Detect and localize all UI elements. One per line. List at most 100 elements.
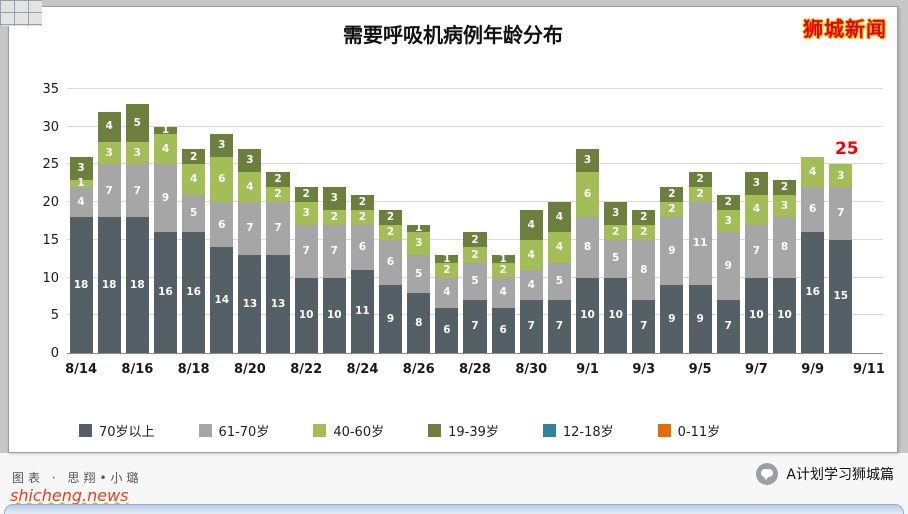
- segment-value: 18: [73, 278, 89, 291]
- x-axis-tick-label: 9/3: [632, 362, 656, 377]
- bar-8/16: 18 7 3 5: [125, 104, 149, 353]
- segment-19-39岁: 2: [688, 172, 712, 188]
- y-axis-tick-label: 35: [42, 82, 59, 97]
- segment-value: 10: [749, 309, 764, 322]
- segment-61-70岁: 4: [435, 277, 459, 308]
- segment-value: 9: [724, 260, 732, 273]
- bar-8/22: 10 7 3 2: [294, 187, 318, 353]
- chart-credit: 图表 · 思翔•小璐: [12, 471, 143, 485]
- gridline: [67, 125, 883, 127]
- segment-70岁以上: 16: [801, 232, 825, 353]
- segment-40-60岁: 2: [688, 187, 712, 203]
- segment-value: 2: [724, 195, 732, 208]
- segment-61-70岁: 8: [632, 239, 656, 301]
- segment-value: 5: [189, 207, 198, 220]
- segment-value: 2: [302, 188, 310, 201]
- x-axis-tick-label: 8/18: [177, 362, 210, 377]
- segment-40-60岁: 2: [632, 224, 656, 240]
- gridline: [67, 163, 883, 165]
- segment-19-39岁: 1: [153, 125, 177, 135]
- segment-19-39岁: 1: [491, 252, 515, 265]
- segment-value: 7: [640, 320, 648, 333]
- segment-value: 16: [186, 286, 201, 299]
- segment-19-39岁: 2: [772, 179, 797, 195]
- segment-value: 2: [358, 195, 367, 208]
- segment-value: 4: [246, 180, 254, 193]
- segment-40-60岁: 2: [604, 224, 628, 240]
- y-axis-tick-label: 0: [50, 346, 59, 361]
- segment-value: 1: [443, 252, 451, 265]
- segment-value: 7: [274, 222, 282, 235]
- segment-70岁以上: 9: [379, 285, 403, 353]
- latest-value-annotation: 25: [834, 139, 859, 160]
- legend-item-61-70岁: 61-70岁: [198, 421, 269, 440]
- segment-value: 18: [130, 278, 145, 291]
- segment-61-70岁: 7: [322, 224, 346, 278]
- segment-value: 7: [527, 320, 535, 333]
- segment-value: 4: [555, 211, 564, 224]
- bar-8/28: 7 5 2 2: [463, 232, 487, 353]
- legend-swatch-icon: [428, 424, 442, 437]
- segment-19-39岁: 3: [322, 187, 346, 210]
- segment-value: 16: [158, 286, 173, 299]
- legend-label: 12-18岁: [562, 425, 614, 440]
- legend-item-12-18岁: 12-18岁: [542, 421, 614, 440]
- segment-40-60岁: 3: [125, 141, 149, 165]
- segment-40-60岁: 1: [69, 178, 93, 188]
- segment-value: 4: [555, 241, 564, 254]
- segment-19-39岁: 2: [379, 209, 403, 225]
- segment-40-60岁: 2: [491, 262, 515, 278]
- segment-value: 6: [499, 324, 507, 337]
- segment-70岁以上: 16: [153, 232, 177, 353]
- segment-70岁以上: 9: [688, 285, 712, 353]
- segment-19-39岁: 4: [97, 111, 121, 142]
- segment-19-39岁: 3: [744, 172, 768, 195]
- segment-value: 2: [274, 188, 282, 201]
- segment-61-70岁: 5: [547, 262, 571, 301]
- segment-value: 5: [471, 275, 479, 288]
- segment-value: 6: [386, 256, 395, 269]
- segment-value: 2: [668, 203, 676, 216]
- segment-70岁以上: 16: [182, 232, 206, 353]
- segment-40-60岁: 6: [576, 172, 600, 218]
- legend-swatch-icon: [79, 424, 92, 437]
- segment-value: 4: [77, 195, 85, 208]
- segment-61-70岁: 5: [407, 254, 431, 293]
- x-axis-tick-label: 8/16: [121, 362, 154, 377]
- segment-40-60岁: 4: [519, 239, 543, 271]
- segment-70岁以上: 13: [266, 254, 290, 353]
- x-axis-tick-label: 8/26: [402, 362, 435, 377]
- bar-9/5: 9 11 2 2: [688, 172, 712, 353]
- bar-9/2: 10 5 2 3: [604, 202, 628, 353]
- segment-19-39岁: 2: [660, 187, 684, 203]
- segment-40-60岁: 2: [266, 187, 290, 203]
- segment-value: 2: [696, 188, 704, 201]
- segment-value: 2: [640, 211, 648, 223]
- segment-70岁以上: 6: [435, 307, 459, 353]
- segment-value: 2: [612, 226, 620, 239]
- segment-value: 1: [499, 252, 507, 265]
- segment-70岁以上: 11: [350, 270, 374, 353]
- segment-value: 6: [358, 241, 367, 254]
- segment-value: 4: [105, 120, 113, 133]
- bar-8/21: 13 7 2 2: [266, 172, 290, 353]
- bar-8/31: 7 5 4 4: [547, 202, 571, 353]
- segment-70岁以上: 7: [716, 300, 740, 353]
- segment-value: 7: [471, 320, 479, 333]
- segment-40-60岁: 3: [716, 209, 740, 233]
- segment-value: 13: [270, 297, 286, 310]
- segment-value: 10: [326, 309, 342, 322]
- segment-70岁以上: 18: [69, 217, 93, 353]
- segment-61-70岁: 5: [463, 262, 487, 301]
- account-name: A计划学习狮城篇: [786, 467, 894, 483]
- segment-value: 3: [612, 207, 620, 220]
- segment-value: 4: [527, 248, 535, 261]
- segment-61-70岁: 8: [576, 217, 600, 278]
- segment-value: 4: [527, 218, 535, 231]
- segment-value: 8: [640, 263, 648, 276]
- x-axis-tick-label: 8/14: [65, 362, 98, 377]
- segment-70岁以上: 8: [407, 292, 431, 353]
- segment-61-70岁: 6: [379, 239, 403, 286]
- legend-label: 0-11岁: [677, 425, 721, 440]
